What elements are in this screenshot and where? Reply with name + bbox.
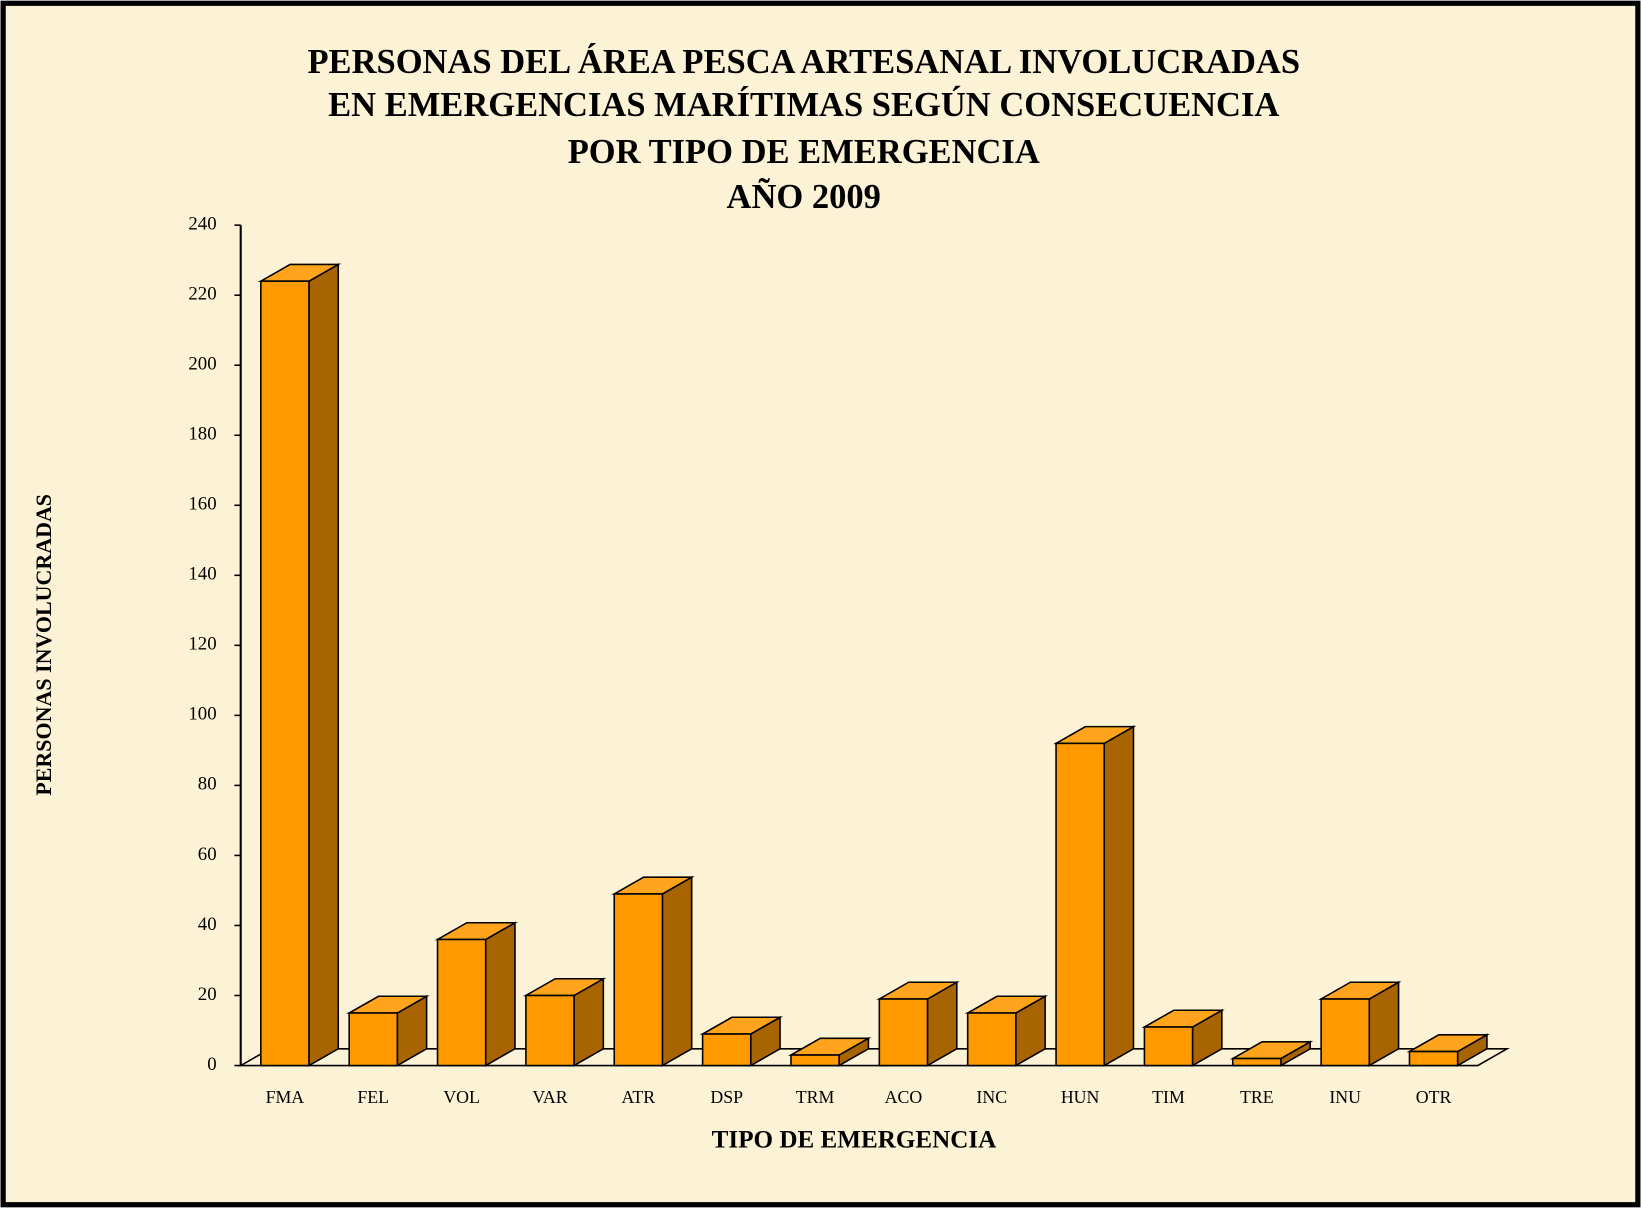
y-tick-label: 160	[188, 494, 216, 515]
bar	[1055, 742, 1105, 1067]
bar	[1231, 1057, 1282, 1067]
bar	[966, 1012, 1017, 1067]
y-tick-label: 220	[188, 284, 216, 305]
chart-title: AÑO 2009	[727, 178, 881, 216]
bar	[790, 1054, 840, 1067]
x-tick-label: VAR	[532, 1087, 567, 1107]
bar-side	[661, 875, 693, 1067]
y-tick-label: 120	[188, 634, 216, 655]
floor	[237, 1048, 1510, 1067]
x-tick-label: ACO	[885, 1087, 923, 1107]
y-tick-label: 140	[188, 564, 216, 585]
bar	[1408, 1050, 1459, 1067]
x-tick-label: TIM	[1152, 1087, 1185, 1107]
x-tick-label: DSP	[710, 1087, 743, 1107]
x-tick-label: VOL	[443, 1087, 480, 1107]
y-tick-label: 200	[188, 354, 216, 375]
chart-title: POR TIPO DE EMERGENCIA	[568, 133, 1040, 171]
bar	[701, 1033, 752, 1067]
x-tick-label: FEL	[357, 1087, 389, 1107]
bar	[613, 893, 664, 1067]
y-tick-label: 100	[188, 704, 216, 725]
y-axis-label: PERSONAS INVOLUCRADAS	[31, 494, 56, 796]
y-tick-label: 80	[198, 774, 217, 795]
chart-title: EN EMERGENCIAS MARÍTIMAS SEGÚN CONSECUEN…	[328, 86, 1279, 124]
bar-side	[308, 263, 340, 1067]
bar	[348, 1012, 399, 1067]
x-tick-label: ATR	[622, 1087, 656, 1107]
y-tick-label: 40	[198, 914, 217, 935]
x-tick-label: INU	[1329, 1087, 1361, 1107]
x-tick-label: INC	[976, 1087, 1007, 1107]
bar	[525, 994, 575, 1067]
x-tick-label: OTR	[1416, 1087, 1452, 1107]
x-tick-label: HUN	[1061, 1087, 1100, 1107]
bar	[878, 998, 929, 1067]
y-tick-label: 180	[188, 424, 216, 445]
bar	[260, 280, 310, 1067]
bar	[436, 938, 487, 1067]
chart-title: PERSONAS DEL ÁREA PESCA ARTESANAL INVOLU…	[307, 43, 1300, 81]
x-tick-label: TRE	[1240, 1087, 1274, 1107]
bar-side	[484, 921, 516, 1067]
y-tick-label: 0	[207, 1054, 216, 1075]
bar-side	[1103, 725, 1135, 1067]
bar	[1320, 998, 1371, 1067]
y-tick-label: 60	[198, 844, 217, 865]
bar	[1143, 1026, 1194, 1067]
x-tick-label: TRM	[796, 1087, 835, 1107]
y-tick-label: 20	[198, 984, 217, 1005]
y-tick-label: 240	[188, 213, 216, 234]
x-axis-label: TIPO DE EMERGENCIA	[712, 1127, 997, 1154]
x-tick-label: FMA	[266, 1087, 305, 1107]
